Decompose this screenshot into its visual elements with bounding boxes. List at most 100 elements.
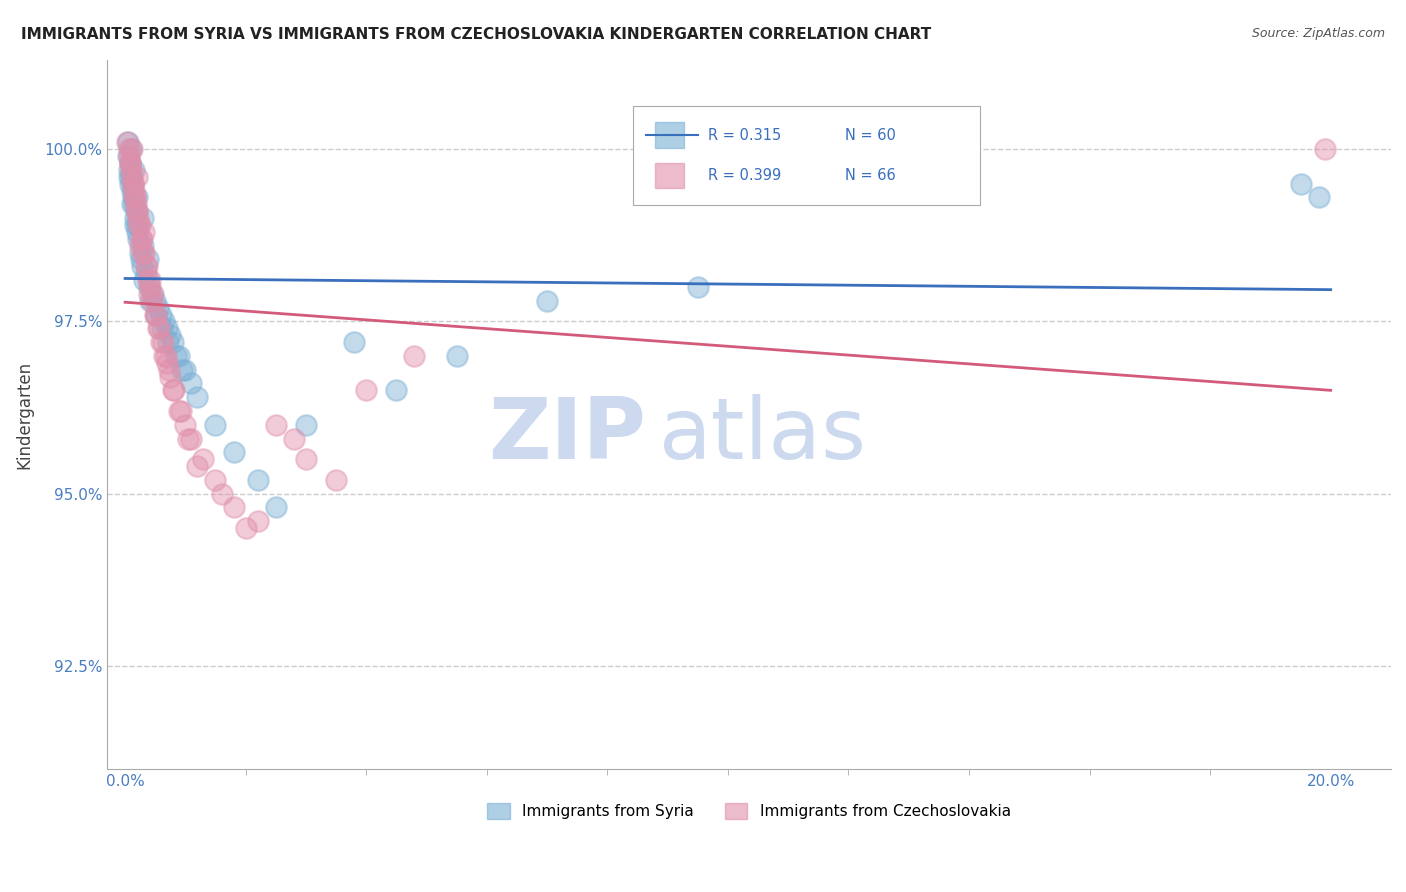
Point [128, 218, 150, 232]
Point [136, 273, 159, 287]
Point [204, 473, 226, 487]
Point [145, 308, 167, 322]
Point [127, 169, 149, 184]
Point [136, 252, 159, 267]
Point [121, 197, 143, 211]
Point [138, 280, 160, 294]
Text: Source: ZipAtlas.com: Source: ZipAtlas.com [1251, 27, 1385, 40]
Bar [655, 163, 683, 188]
Point [118, 156, 141, 170]
Point [385, 384, 408, 398]
Point [125, 197, 148, 211]
Point [120, 162, 142, 177]
Point [141, 286, 163, 301]
Point [124, 190, 146, 204]
Point [120, 156, 142, 170]
Point [132, 238, 155, 252]
Point [132, 211, 155, 225]
Point [156, 321, 179, 335]
Point [343, 335, 366, 350]
Point [129, 218, 152, 232]
Point [157, 335, 180, 350]
Point [354, 384, 377, 398]
Point [169, 404, 191, 418]
Point [145, 308, 167, 322]
Point [143, 308, 166, 322]
Point [143, 293, 166, 308]
Point [169, 404, 191, 418]
Point [132, 245, 155, 260]
Point [139, 273, 162, 287]
Point [122, 177, 145, 191]
Point [120, 169, 142, 184]
Point [132, 245, 155, 260]
Point [131, 232, 153, 246]
Point [169, 349, 191, 363]
Point [1308, 190, 1330, 204]
Point [122, 162, 145, 177]
Point [162, 335, 184, 350]
Point [125, 204, 148, 219]
Point [121, 169, 143, 184]
Point [686, 280, 709, 294]
Point [264, 500, 287, 515]
Point [129, 252, 152, 267]
Point [152, 321, 174, 335]
Point [148, 301, 170, 315]
Point [117, 136, 139, 150]
Point [1289, 177, 1312, 191]
Point [135, 260, 157, 274]
Point [127, 211, 149, 225]
Text: ZIP: ZIP [488, 394, 647, 477]
Point [135, 260, 157, 274]
Point [125, 218, 148, 232]
Y-axis label: Kindergarten: Kindergarten [15, 360, 32, 468]
Point [295, 452, 318, 467]
Text: R = 0.399: R = 0.399 [707, 169, 782, 183]
Point [120, 156, 142, 170]
Text: N = 66: N = 66 [845, 169, 896, 183]
Point [125, 204, 148, 219]
Point [118, 169, 141, 184]
Point [204, 417, 226, 432]
Point [124, 190, 146, 204]
Point [162, 384, 184, 398]
Point [117, 149, 139, 163]
Point [150, 335, 173, 350]
Point [150, 308, 173, 322]
Point [131, 232, 153, 246]
Text: atlas: atlas [659, 394, 868, 477]
Point [153, 349, 176, 363]
Point [139, 293, 162, 308]
Point [118, 149, 141, 163]
Point [186, 390, 208, 404]
Point [142, 286, 165, 301]
Point [118, 142, 141, 156]
Point [163, 384, 186, 398]
Point [157, 362, 180, 376]
Point [129, 245, 152, 260]
Point [138, 286, 160, 301]
Point [295, 417, 318, 432]
Point [141, 293, 163, 308]
Point [446, 349, 468, 363]
Point [124, 211, 146, 225]
Point [156, 356, 179, 370]
Point [536, 293, 558, 308]
Point [127, 190, 149, 204]
Point [235, 521, 257, 535]
Point [159, 369, 181, 384]
Point [148, 321, 170, 335]
Point [246, 514, 269, 528]
Point [222, 445, 245, 459]
Point [124, 218, 146, 232]
Point [246, 473, 269, 487]
Point [122, 177, 145, 191]
Point [118, 177, 141, 191]
Text: N = 60: N = 60 [845, 128, 896, 143]
Bar [655, 122, 683, 148]
Point [152, 335, 174, 350]
Point [122, 177, 145, 191]
Point [222, 500, 245, 515]
Point [186, 459, 208, 474]
